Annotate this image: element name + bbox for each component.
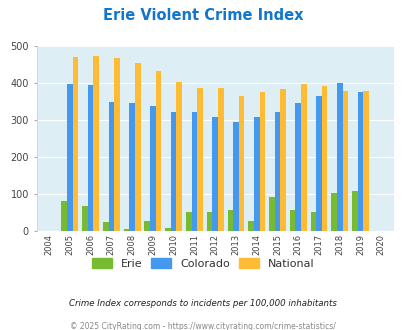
Bar [321,86,327,231]
Bar [295,103,301,231]
Bar [87,85,93,231]
Bar [269,197,274,231]
Bar [206,212,212,231]
Bar [114,58,119,231]
Bar [82,206,87,231]
Bar [310,212,315,231]
Bar [102,222,108,231]
Legend: Erie, Colorado, National: Erie, Colorado, National [87,254,318,273]
Bar [357,92,362,231]
Text: © 2025 CityRating.com - https://www.cityrating.com/crime-statistics/: © 2025 CityRating.com - https://www.city… [70,322,335,330]
Bar [279,89,285,231]
Text: Erie Violent Crime Index: Erie Violent Crime Index [102,8,303,23]
Bar [72,57,78,231]
Bar [212,117,217,231]
Bar [238,96,244,231]
Bar [176,82,181,231]
Bar [342,91,347,231]
Bar [134,63,140,231]
Bar [289,210,295,231]
Bar [155,71,161,231]
Bar [232,122,238,231]
Bar [227,210,232,231]
Bar [253,117,259,231]
Bar [362,90,368,231]
Bar [61,201,67,231]
Bar [150,107,155,231]
Text: Crime Index corresponds to incidents per 100,000 inhabitants: Crime Index corresponds to incidents per… [69,299,336,308]
Bar [185,212,191,231]
Bar [165,228,171,231]
Bar [144,221,150,231]
Bar [67,84,72,231]
Bar [124,229,129,231]
Bar [274,112,279,231]
Bar [248,221,253,231]
Bar [259,92,264,231]
Bar [108,102,114,231]
Bar [93,56,99,231]
Bar [129,103,134,231]
Bar [197,88,202,231]
Bar [336,83,342,231]
Bar [330,193,336,231]
Bar [217,88,223,231]
Bar [191,112,197,231]
Bar [351,191,357,231]
Bar [301,84,306,231]
Bar [171,112,176,231]
Bar [315,96,321,231]
